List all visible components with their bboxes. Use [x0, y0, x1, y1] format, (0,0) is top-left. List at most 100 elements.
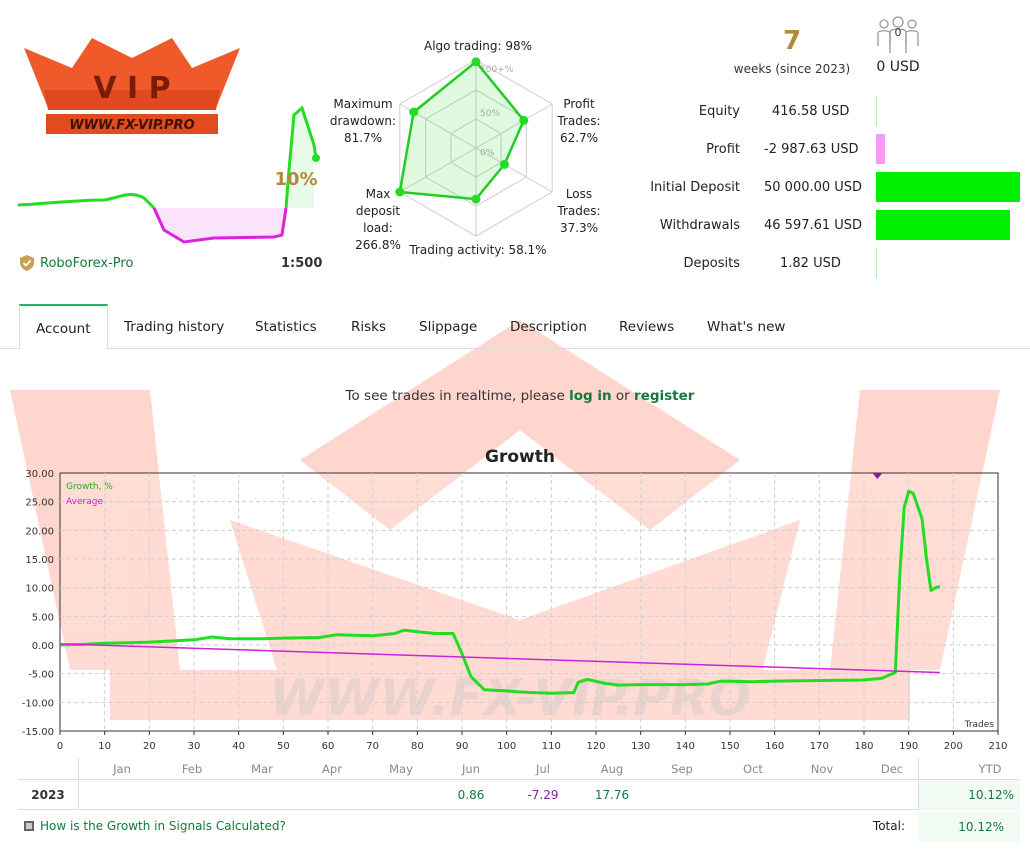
total-label: Total:	[872, 819, 905, 833]
x-tick-label: 190	[899, 741, 918, 752]
radar-chart: 100+% 50% 0% Algo trading: 98% ProfitTrade…	[328, 30, 618, 265]
x-tick-label: 120	[586, 741, 605, 752]
x-tick-label: 90	[456, 741, 469, 752]
radar-tick-label: 0%	[480, 149, 495, 159]
tab-risks[interactable]: Risks	[351, 319, 387, 335]
x-tick-label: 20	[143, 741, 156, 752]
stat-value-equity: 416.58 USD	[772, 104, 850, 119]
mini-percent-label: 10%	[274, 169, 317, 190]
stat-bar-equity	[876, 96, 877, 126]
y-tick-label: 20.00	[25, 526, 54, 537]
stat-value-withdrawals: 46 597.61 USD	[764, 218, 863, 233]
stat-value-deposits: 1.82 USD	[780, 256, 841, 271]
tab-reviews[interactable]: Reviews	[619, 319, 675, 335]
month-jul: Jul	[536, 762, 550, 776]
subscribers-icon	[877, 16, 919, 53]
tab-trading-history[interactable]: Trading history	[124, 319, 225, 335]
x-tick-label: 170	[810, 741, 829, 752]
tab-slippage[interactable]: Slippage	[419, 319, 478, 335]
month-dec: Dec	[880, 762, 904, 776]
month-mar: Mar	[251, 762, 273, 776]
x-tick-label: 140	[676, 741, 695, 752]
svg-text:V I P: V I P	[93, 71, 170, 106]
growth-chart: 0 10 20 30 40 50 60 70 80 90 100 110 120 130 140 150 160…	[22, 469, 1008, 752]
radar-tick-label: 50%	[480, 109, 500, 119]
y-tick-label: -15.00	[22, 727, 54, 738]
login-link[interactable]: log in	[569, 388, 612, 404]
total-value: 10.12%	[918, 812, 1020, 842]
x-tick-label: 50	[277, 741, 290, 752]
tab-whats-new[interactable]: What's new	[707, 319, 786, 335]
radar-label-profit: Profit Trades: 62.7%	[557, 97, 601, 145]
stat-value-profit: -2 987.63 USD	[764, 142, 859, 157]
x-tick-label: 40	[232, 741, 245, 752]
radar-label-deposit-load: Max deposit load: 266.8%	[355, 187, 401, 252]
mini-chart-endpoint	[312, 154, 320, 162]
shield-check-icon	[20, 255, 34, 271]
leverage: 1:500	[281, 256, 323, 271]
x-tick-label: 110	[542, 741, 561, 752]
stat-bar-deposits	[876, 248, 877, 278]
x-tick-label: 0	[57, 741, 63, 752]
average-series-line	[59, 643, 940, 674]
radar-point	[471, 194, 481, 204]
subscribers-count: 0	[894, 26, 902, 39]
plot-area	[59, 472, 999, 732]
stat-label-deposits: Deposits	[683, 256, 740, 271]
year-label: 2023	[31, 788, 65, 802]
y-tick-label: 10.00	[25, 584, 54, 595]
mini-growth-chart: 10%	[17, 105, 320, 244]
growth-title: Growth	[485, 447, 555, 467]
radar-label-loss: Loss Trades: 37.3%	[557, 187, 601, 235]
fx-vip-logo: V I P WWW.FX-VIP.PRO	[24, 38, 240, 134]
tab-account[interactable]: Account	[19, 304, 108, 350]
month-sep: Sep	[671, 762, 693, 776]
stat-bar-withdrawals	[876, 210, 1010, 240]
value-aug: 17.76	[594, 788, 630, 802]
radar-point	[395, 187, 405, 197]
register-link[interactable]: register	[634, 388, 695, 404]
stat-label-initial-deposit: Initial Deposit	[650, 180, 740, 195]
tab-description[interactable]: Description	[510, 319, 587, 335]
x-tick-label: 10	[98, 741, 111, 752]
month-nov: Nov	[810, 762, 834, 776]
x-tick-label: 30	[188, 741, 201, 752]
x-tick-label: 80	[411, 741, 424, 752]
year-row-2023: 2023 0.86 -7.29 17.76 10.12%	[18, 781, 1020, 810]
month-aug: Aug	[600, 762, 624, 776]
realtime-notice: To see trades in realtime, please log in…	[345, 388, 695, 404]
tab-bar: Account Trading history Statistics Risks…	[0, 304, 1030, 350]
stat-bar-profit	[876, 134, 885, 164]
info-square-icon	[24, 821, 34, 831]
subscription-price: 0 USD	[876, 59, 920, 75]
radar-value-polygon	[398, 60, 526, 201]
stat-label-equity: Equity	[698, 104, 740, 119]
stat-bar-initial-deposit	[876, 172, 1020, 202]
month-apr: Apr	[322, 762, 342, 776]
x-tick-label: 60	[322, 741, 335, 752]
broker-name[interactable]: RoboForex-Pro	[40, 255, 134, 271]
month-jan: Jan	[113, 762, 131, 776]
y-tick-label: -10.00	[22, 698, 54, 709]
value-jul: -7.29	[527, 788, 559, 802]
svg-text:WWW.FX-VIP.PRO: WWW.FX-VIP.PRO	[69, 118, 194, 133]
mini-growth-line	[17, 193, 156, 210]
radar-label-activity: Trading activity: 58.1%	[409, 243, 547, 257]
y-tick-label: -5.00	[28, 670, 54, 681]
radar-point	[409, 107, 419, 117]
radar-point	[471, 57, 481, 67]
radar-grid	[399, 59, 553, 237]
radar-label-drawdown: Maximum drawdown: 81.7%	[329, 97, 397, 145]
radar-tick-label: 100+%	[480, 65, 514, 75]
y-tick-label: 30.00	[25, 469, 54, 480]
value-jun: 0.86	[457, 788, 485, 802]
radar-point	[519, 115, 529, 125]
x-tick-label: 200	[944, 741, 963, 752]
tab-statistics[interactable]: Statistics	[255, 319, 317, 335]
growth-calculation-link[interactable]: How is the Growth in Signals Calculated?	[24, 819, 286, 833]
x-tick-label: 130	[631, 741, 650, 752]
y-tick-label: 0.00	[32, 641, 54, 652]
radar-point	[499, 159, 509, 169]
months-header-row: Jan Feb Mar Apr May Jun Jul Aug Sep Oct …	[18, 758, 1020, 780]
legend-growth: Growth, %	[66, 482, 113, 492]
